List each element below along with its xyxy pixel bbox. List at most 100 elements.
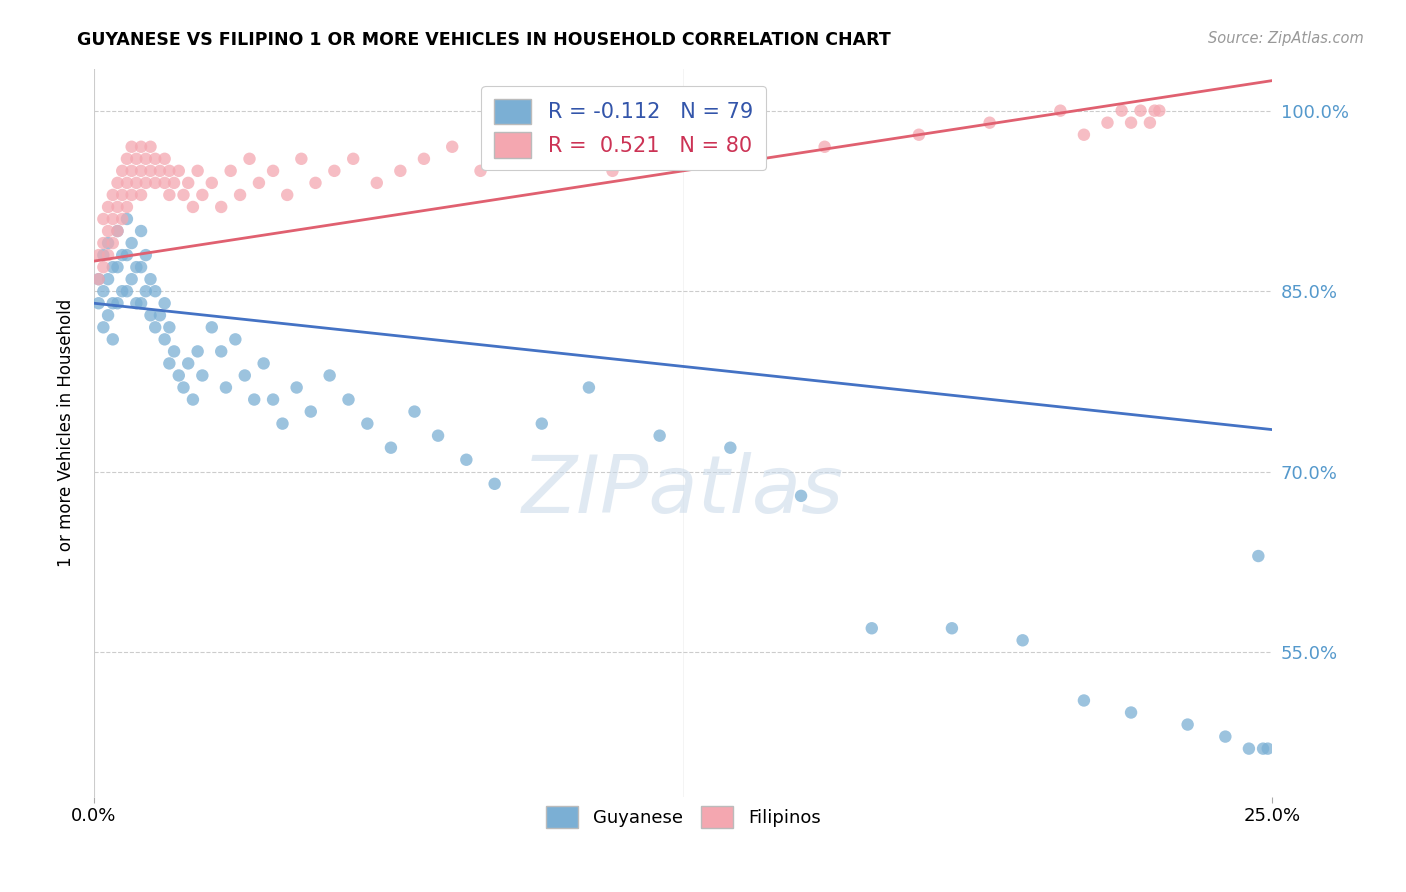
Point (177, 356, 200, 370)
Point (456, 452, 478, 467)
Point (129, 140, 152, 154)
Point (121, 164, 143, 178)
Point (97, 308, 120, 322)
Point (157, 356, 180, 370)
Point (318, 368, 340, 383)
Point (107, 224, 129, 238)
Point (238, 152, 260, 166)
Point (413, 152, 436, 166)
Point (121, 188, 143, 202)
Point (157, 188, 180, 202)
Point (233, 368, 256, 383)
Point (163, 176, 186, 190)
Point (860, 621, 883, 635)
Point (111, 284, 134, 298)
Point (201, 320, 224, 334)
Point (129, 296, 152, 310)
Point (139, 140, 162, 154)
Point (366, 176, 388, 190)
Point (111, 212, 134, 227)
Point (107, 200, 129, 214)
Point (135, 176, 157, 190)
Point (139, 308, 162, 322)
Point (1073, 128, 1095, 142)
Point (125, 152, 148, 166)
Point (93, 248, 115, 262)
Point (1251, 741, 1274, 756)
Point (157, 164, 180, 178)
Point (191, 188, 214, 202)
Point (93, 320, 115, 334)
Point (115, 152, 138, 166)
Point (229, 188, 252, 202)
Point (129, 260, 152, 274)
Point (1257, 741, 1279, 756)
Point (672, 128, 695, 142)
Text: ZIPatlas: ZIPatlas (522, 452, 844, 530)
Point (1119, 706, 1142, 720)
Point (285, 380, 308, 394)
Point (97, 272, 120, 286)
Point (1139, 116, 1161, 130)
Point (1049, 103, 1071, 118)
Point (470, 164, 492, 178)
Point (304, 176, 326, 190)
Legend: Guyanese, Filipinos: Guyanese, Filipinos (538, 798, 828, 835)
Point (1247, 549, 1270, 563)
Point (101, 188, 124, 202)
Point (1237, 741, 1260, 756)
Point (578, 380, 600, 394)
Point (224, 332, 246, 346)
Point (1129, 103, 1152, 118)
Point (93, 260, 115, 274)
Point (648, 428, 671, 442)
Point (115, 248, 138, 262)
Point (427, 428, 450, 442)
Point (181, 392, 204, 407)
Point (115, 200, 138, 214)
Point (299, 404, 322, 418)
Point (554, 140, 576, 154)
Point (253, 356, 276, 370)
Point (191, 368, 214, 383)
Point (149, 308, 172, 322)
Point (718, 441, 741, 455)
Point (111, 164, 134, 178)
Point (1111, 103, 1133, 118)
Point (323, 164, 346, 178)
Point (209, 344, 232, 359)
Point (201, 176, 224, 190)
Point (262, 392, 284, 407)
Point (115, 284, 138, 298)
Point (129, 224, 152, 238)
Point (149, 164, 172, 178)
Point (143, 320, 166, 334)
Point (187, 164, 209, 178)
Point (484, 476, 506, 491)
Point (157, 320, 180, 334)
Point (356, 417, 378, 431)
Point (101, 212, 124, 227)
Point (97, 200, 120, 214)
Y-axis label: 1 or more Vehicles in Household: 1 or more Vehicles in Household (58, 299, 75, 566)
Point (247, 176, 270, 190)
Point (111, 188, 134, 202)
Point (135, 248, 157, 262)
Point (87, 296, 110, 310)
Point (93, 284, 115, 298)
Point (243, 392, 266, 407)
Point (1011, 633, 1033, 648)
Point (107, 224, 129, 238)
Point (276, 188, 298, 202)
Point (209, 200, 232, 214)
Point (602, 164, 624, 178)
Point (125, 296, 148, 310)
Point (101, 296, 124, 310)
Point (101, 332, 124, 346)
Point (908, 128, 931, 142)
Point (219, 164, 242, 178)
Point (125, 260, 148, 274)
Point (97, 235, 120, 250)
Point (139, 164, 162, 178)
Point (814, 140, 837, 154)
